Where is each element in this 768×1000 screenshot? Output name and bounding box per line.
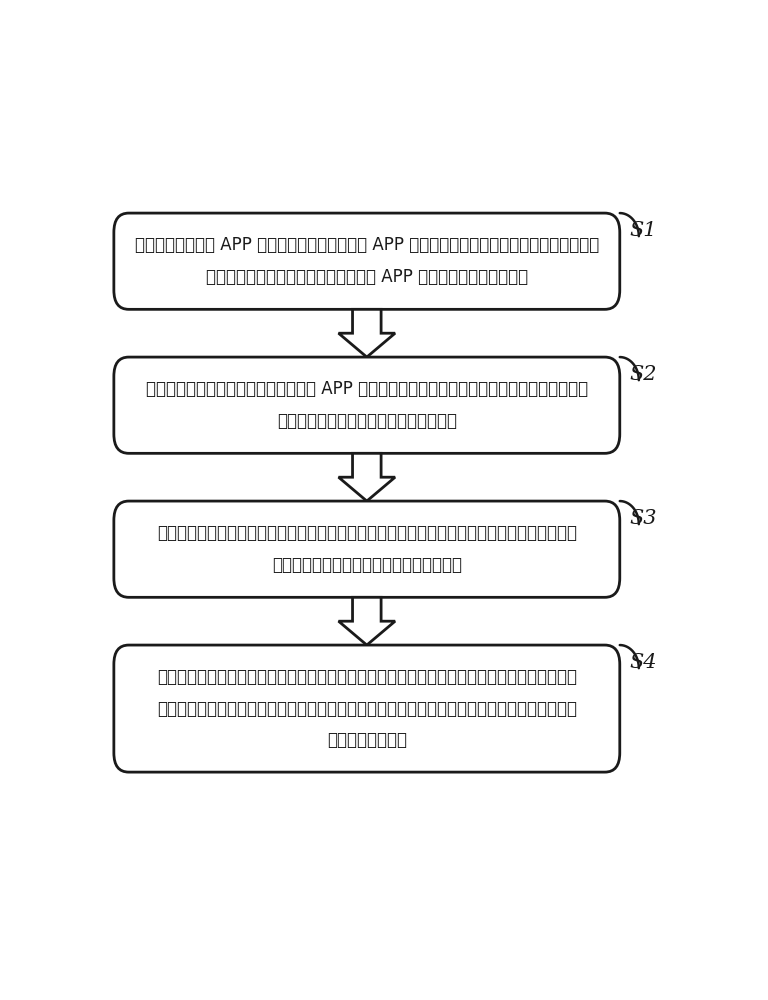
Polygon shape	[339, 597, 395, 645]
Text: 协议，并对所述待发送数据包进行加密处理: 协议，并对所述待发送数据包进行加密处理	[272, 556, 462, 574]
FancyBboxPatch shape	[114, 501, 620, 597]
Text: 当第二终端应答来自所述第一终端的数据传输请求后，根据上述确定的网络协议，选择相匹配的: 当第二终端应答来自所述第一终端的数据传输请求后，根据上述确定的网络协议，选择相匹…	[157, 668, 577, 686]
Polygon shape	[339, 453, 395, 501]
FancyBboxPatch shape	[114, 645, 620, 772]
Text: 送到所述第二终端: 送到所述第二终端	[327, 731, 407, 749]
Text: S4: S4	[630, 653, 657, 672]
Text: 根据所述待发送数据包的数据属性，从预设网络协议集合中确定与所述待发送数据包匹配的网络: 根据所述待发送数据包的数据属性，从预设网络协议集合中确定与所述待发送数据包匹配的…	[157, 524, 577, 542]
Text: 根据所述数据发送需求信息，生成对应 APP 程序的待发送数据包；对所述待发送数据包进行分析: 根据所述数据发送需求信息，生成对应 APP 程序的待发送数据包；对所述待发送数据…	[146, 380, 588, 398]
Text: S1: S1	[630, 221, 657, 240]
Text: 处理，确定所述待发送数据包的数据属性: 处理，确定所述待发送数据包的数据属性	[276, 412, 457, 430]
Text: S3: S3	[630, 509, 657, 528]
FancyBboxPatch shape	[114, 213, 620, 309]
FancyBboxPatch shape	[114, 357, 620, 453]
Polygon shape	[339, 309, 395, 357]
Text: 处理实况信息进行分析处理，确定每个 APP 程序的数据发送需求信息: 处理实况信息进行分析处理，确定每个 APP 程序的数据发送需求信息	[206, 268, 528, 286]
Text: S2: S2	[630, 365, 657, 384]
Text: 对第一终端安装的 APP 程序进行监测，获取每个 APP 程序各自的数据处理实况信息；对所述数据: 对第一终端安装的 APP 程序进行监测，获取每个 APP 程序各自的数据处理实况…	[134, 236, 599, 254]
Text: 网关端口，以此构建相应的数据传输通道；再将加密后的待发送数据包通过所述数据传输通道发: 网关端口，以此构建相应的数据传输通道；再将加密后的待发送数据包通过所述数据传输通…	[157, 700, 577, 718]
